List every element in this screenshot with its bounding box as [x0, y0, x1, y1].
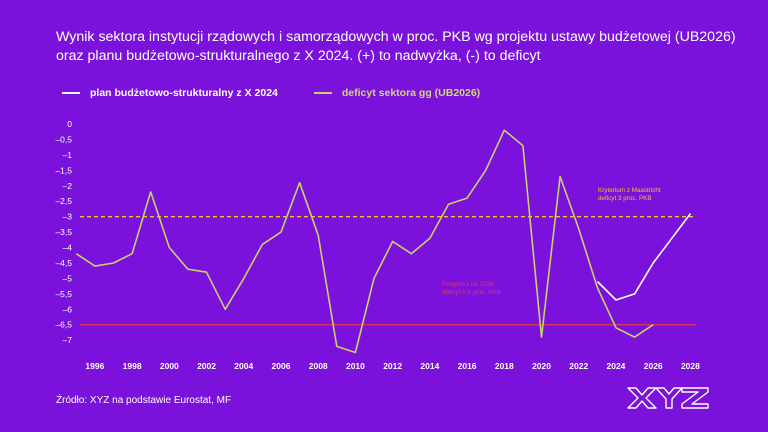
- x-tick-label: 2016: [458, 361, 477, 371]
- y-tick-label: –6: [63, 304, 73, 314]
- x-tick-label: 2020: [532, 361, 551, 371]
- y-tick-label: –6,5: [55, 320, 72, 330]
- plan-series-line: [596, 213, 692, 301]
- x-tick-label: 2008: [309, 361, 328, 371]
- x-tick-label: 2006: [272, 361, 291, 371]
- x-tick-label: 2018: [495, 361, 514, 371]
- title-line-2: oraz planu budżetowo-strukturalnego z X …: [56, 48, 541, 64]
- legend-label-plan: plan budżetowo-strukturalny z X 2024: [90, 87, 278, 99]
- x-tick-label: 2022: [569, 361, 588, 371]
- x-tick-label: 2014: [420, 361, 439, 371]
- forecast-annotation-line1: Prognoza na 2026:: [442, 281, 495, 288]
- y-tick-label: –4: [63, 243, 73, 253]
- y-tick-label: –1: [63, 150, 73, 160]
- chart-title: Wynik sektora instytucji rządowych i sam…: [56, 28, 736, 66]
- y-tick-label: –2,5: [55, 196, 72, 206]
- maastricht-annotation-line2: deficyt 3 proc. PKB: [598, 195, 652, 202]
- title-line-1: Wynik sektora instytucji rządowych i sam…: [56, 29, 736, 45]
- x-tick-label: 2000: [160, 361, 179, 371]
- x-tick-label: 2024: [607, 361, 626, 371]
- x-tick-label: 2002: [197, 361, 216, 371]
- y-tick-label: –3: [63, 212, 73, 222]
- source-note: Źródło: XYZ na podstawie Eurostat, MF: [56, 395, 232, 406]
- x-tick-label: 2004: [234, 361, 253, 371]
- y-tick-label: –7: [63, 335, 73, 345]
- x-tick-label: 1998: [123, 361, 142, 371]
- legend-item-plan: plan budżetowo-strukturalny z X 2024: [62, 87, 278, 99]
- legend-swatch-plan: [62, 92, 80, 94]
- forecast-annotation-line2: deficyt 6,5 proc. PKB: [442, 289, 501, 296]
- legend-item-deficit: deficyt sektora gg (UB2026): [313, 87, 481, 99]
- y-tick-label: –3,5: [55, 227, 72, 237]
- y-tick-label: –0,5: [55, 134, 72, 144]
- legend-swatch-deficit: [313, 92, 332, 94]
- y-tick-label: –2: [63, 181, 73, 191]
- y-tick-label: –4,5: [55, 258, 72, 268]
- y-tick-label: –5: [63, 273, 73, 283]
- y-tick-label: 0: [67, 119, 72, 129]
- maastricht-annotation-line1: Kryterium z Maastricht: [598, 187, 661, 194]
- x-tick-label: 1996: [85, 361, 104, 371]
- deficit-series-line: [75, 129, 654, 354]
- xyz-logo: [627, 387, 709, 409]
- x-tick-label: 2026: [644, 361, 663, 371]
- x-tick-label: 2012: [383, 361, 402, 371]
- x-tick-label: 2010: [346, 361, 365, 371]
- legend: plan budżetowo-strukturalny z X 2024 def…: [62, 87, 516, 99]
- legend-label-deficit: deficyt sektora gg (UB2026): [341, 87, 481, 99]
- x-tick-label: 2028: [681, 361, 700, 371]
- y-tick-label: –1,5: [55, 165, 72, 175]
- y-tick-label: –5,5: [55, 289, 72, 299]
